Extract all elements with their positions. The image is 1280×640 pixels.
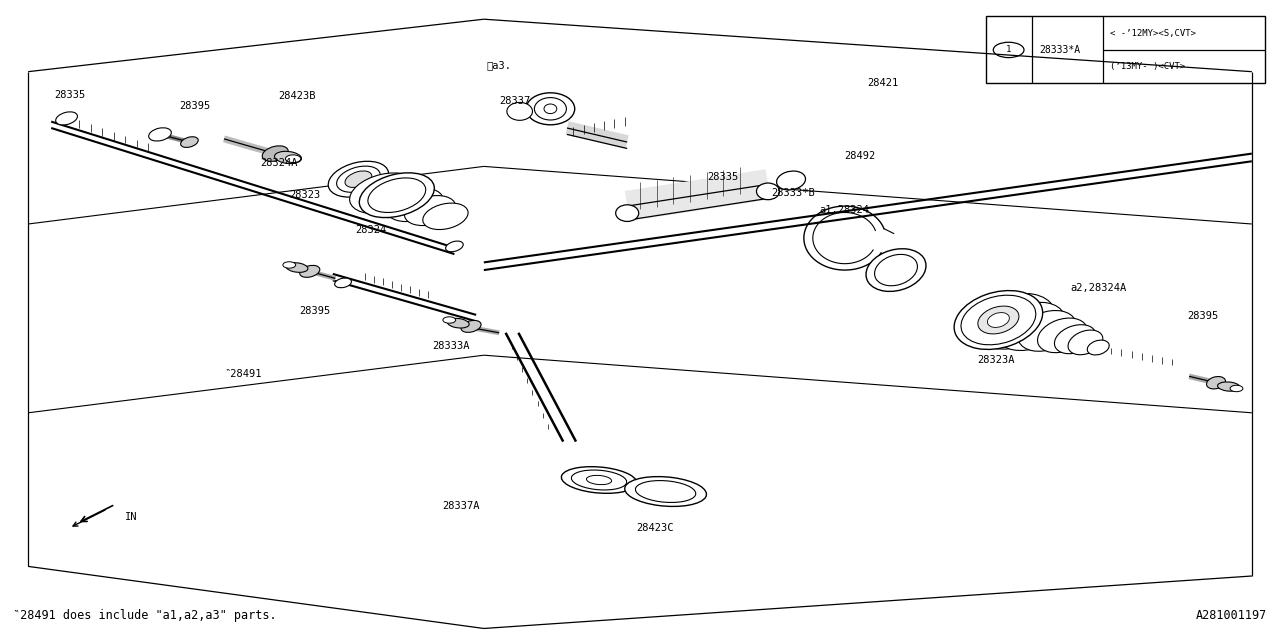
Ellipse shape — [954, 291, 1043, 349]
Ellipse shape — [337, 166, 380, 192]
Ellipse shape — [777, 171, 805, 190]
Ellipse shape — [328, 161, 389, 197]
Text: 28421: 28421 — [868, 78, 899, 88]
Ellipse shape — [1230, 385, 1243, 392]
Text: 28395: 28395 — [1188, 310, 1219, 321]
Ellipse shape — [461, 321, 481, 332]
Text: 28323: 28323 — [289, 190, 320, 200]
Ellipse shape — [1068, 330, 1103, 355]
Ellipse shape — [285, 155, 301, 163]
Ellipse shape — [387, 188, 443, 221]
Text: 28335: 28335 — [708, 172, 739, 182]
Ellipse shape — [987, 312, 1010, 328]
Ellipse shape — [562, 467, 636, 493]
Text: < -’12MY><S,CVT>: < -’12MY><S,CVT> — [1110, 29, 1196, 38]
Ellipse shape — [616, 205, 639, 221]
Ellipse shape — [422, 203, 468, 230]
Text: 28337A: 28337A — [442, 500, 480, 511]
Ellipse shape — [283, 262, 296, 268]
Text: ‶28491: ‶28491 — [224, 369, 262, 380]
Text: 1: 1 — [1006, 45, 1011, 54]
Ellipse shape — [961, 295, 1036, 345]
Ellipse shape — [586, 476, 612, 484]
Ellipse shape — [756, 183, 780, 200]
Ellipse shape — [1207, 376, 1225, 389]
Text: 28337: 28337 — [499, 96, 530, 106]
Ellipse shape — [367, 178, 426, 212]
Ellipse shape — [367, 180, 431, 218]
Bar — [986, 16, 1265, 83]
Ellipse shape — [1087, 340, 1110, 355]
Ellipse shape — [443, 317, 456, 323]
Text: 28423B: 28423B — [278, 91, 316, 101]
Text: a2,28324A: a2,28324A — [1070, 283, 1126, 293]
Text: ‶28491 does include "a1,a2,a3" parts.: ‶28491 does include "a1,a2,a3" parts. — [13, 609, 276, 622]
Text: 28323A: 28323A — [977, 355, 1015, 365]
Ellipse shape — [445, 241, 463, 252]
Ellipse shape — [526, 93, 575, 125]
Ellipse shape — [55, 112, 78, 125]
Ellipse shape — [447, 318, 470, 328]
Ellipse shape — [404, 196, 456, 225]
Ellipse shape — [346, 171, 371, 188]
Ellipse shape — [571, 470, 627, 490]
Ellipse shape — [535, 97, 566, 120]
Ellipse shape — [973, 293, 1055, 349]
Ellipse shape — [349, 173, 419, 214]
Ellipse shape — [996, 302, 1065, 351]
Text: 28333A: 28333A — [431, 340, 470, 351]
Ellipse shape — [635, 481, 696, 502]
Ellipse shape — [300, 266, 320, 277]
Ellipse shape — [180, 137, 198, 147]
Text: (’13MY- )<CVT>: (’13MY- )<CVT> — [1110, 62, 1185, 71]
Text: 28333*B: 28333*B — [772, 188, 815, 198]
Text: 28395: 28395 — [179, 100, 210, 111]
Ellipse shape — [262, 146, 288, 161]
Ellipse shape — [360, 173, 434, 218]
Text: 28395: 28395 — [300, 306, 330, 316]
Text: IN: IN — [125, 512, 138, 522]
Text: ①a3.: ①a3. — [486, 60, 512, 70]
Text: 28423C: 28423C — [636, 523, 675, 533]
Ellipse shape — [978, 306, 1019, 334]
Text: A281001197: A281001197 — [1196, 609, 1267, 622]
Text: 28324A: 28324A — [260, 158, 298, 168]
Ellipse shape — [544, 104, 557, 114]
Ellipse shape — [334, 278, 352, 288]
Ellipse shape — [1038, 318, 1087, 353]
Ellipse shape — [625, 477, 707, 506]
Text: 28492: 28492 — [845, 151, 876, 161]
Ellipse shape — [867, 249, 925, 291]
Ellipse shape — [1018, 310, 1076, 351]
Ellipse shape — [148, 128, 172, 141]
Ellipse shape — [285, 262, 308, 273]
Ellipse shape — [874, 254, 918, 286]
Text: 28324: 28324 — [356, 225, 387, 236]
Text: 28335: 28335 — [54, 90, 84, 100]
Text: a1,28324: a1,28324 — [819, 205, 870, 215]
Ellipse shape — [1217, 382, 1240, 391]
Ellipse shape — [1055, 324, 1096, 354]
Ellipse shape — [274, 151, 302, 164]
Ellipse shape — [507, 102, 532, 120]
Text: 28333*A: 28333*A — [1039, 45, 1080, 55]
